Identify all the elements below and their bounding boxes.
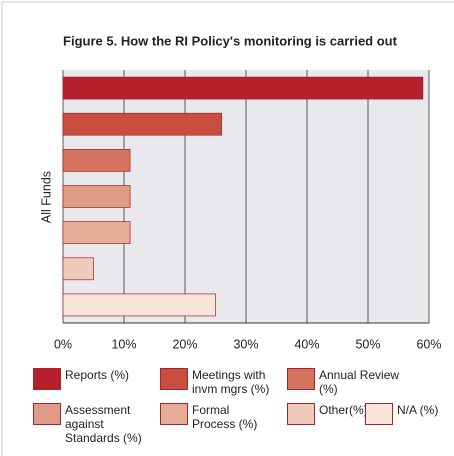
x-tick-label: 30%: [233, 337, 258, 351]
legend-label: Assessment against Standards (%): [65, 403, 142, 445]
bar: [62, 76, 424, 100]
legend-label: Other(%): [319, 403, 368, 417]
legend-item: Annual Review (%): [287, 368, 403, 396]
legend-label: Reports (%): [65, 368, 130, 382]
x-tick-label: 20%: [172, 337, 197, 351]
chart-title: Figure 5. How the RI Policy's monitoring…: [63, 33, 398, 48]
legend-label: Formal Process (%): [192, 403, 258, 431]
legend-item: Reports (%): [33, 368, 149, 390]
x-tick-label: 50%: [355, 337, 380, 351]
bar: [62, 293, 216, 317]
category-label: All Funds: [39, 171, 53, 223]
bar: [62, 257, 94, 281]
legend-swatch: [365, 403, 393, 425]
legend-swatch: [33, 403, 61, 425]
x-tick-label: 0%: [54, 337, 72, 351]
x-tick-label: 40%: [294, 337, 319, 351]
legend-item: N/A (%): [365, 403, 447, 425]
legend-swatch: [287, 368, 315, 390]
bar: [62, 221, 131, 244]
legend-swatch: [160, 403, 188, 425]
legend-item: Other(%): [287, 403, 403, 425]
bar: [62, 149, 131, 172]
legend-swatch: [160, 368, 188, 390]
bar: [62, 112, 222, 136]
x-tick-label: 60%: [416, 337, 441, 351]
legend-label: Annual Review (%): [319, 368, 400, 396]
legend-label: N/A (%): [397, 403, 439, 417]
x-tick-label: 10%: [111, 337, 136, 351]
legend-item: Formal Process (%): [160, 403, 276, 431]
bar: [62, 185, 131, 208]
legend-label: Meetings with invm mgrs (%): [192, 368, 270, 396]
legend-swatch: [33, 368, 61, 390]
legend-swatch: [287, 403, 315, 425]
legend-item: Assessment against Standards (%): [33, 403, 149, 445]
legend-item: Meetings with invm mgrs (%): [160, 368, 276, 396]
